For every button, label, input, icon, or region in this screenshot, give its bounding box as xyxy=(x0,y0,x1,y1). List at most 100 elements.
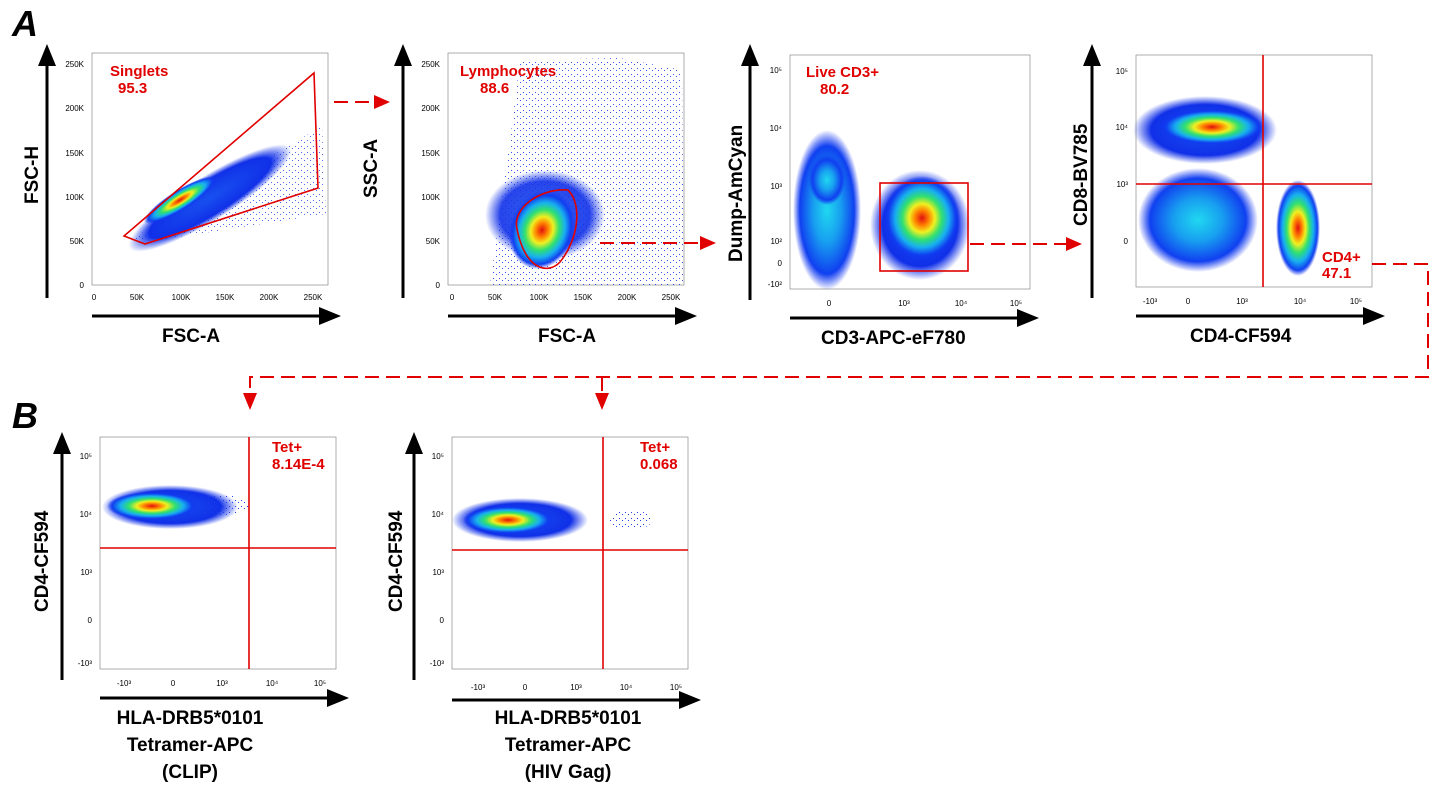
x-tick: 10⁴ xyxy=(1294,297,1307,306)
gate-name: Singlets xyxy=(110,63,168,80)
x-tick: 50K xyxy=(488,293,503,302)
y-tick: 50K xyxy=(426,237,441,246)
x-tick: 200K xyxy=(618,293,637,302)
x-tick: 10⁵ xyxy=(670,683,682,692)
x-tick: 0 xyxy=(827,299,832,308)
y-tick: 0 xyxy=(436,281,441,290)
gate-name: CD4+ xyxy=(1322,249,1361,266)
plot-live-cd3: Live CD3+ 80.2 -10² 0 10² 10³ 10⁴ 10⁵ 0 … xyxy=(726,44,1039,349)
y-tick: 0 xyxy=(440,616,445,625)
singlets-gate xyxy=(122,71,319,245)
x-tick: 0 xyxy=(1186,297,1191,306)
event-density-cd4-core xyxy=(1276,180,1320,276)
x-axis-title-line2: Tetramer-APC xyxy=(505,735,632,756)
x-tick: 200K xyxy=(260,293,279,302)
x-tick: 0 xyxy=(450,293,455,302)
x-axis-title: FSC-A xyxy=(162,326,220,347)
y-tick: 0 xyxy=(778,259,783,268)
event-density-core xyxy=(884,176,960,260)
y-axis-arrowhead xyxy=(405,432,423,454)
x-tick: -10³ xyxy=(117,679,132,688)
lymphocytes-gate xyxy=(515,189,578,270)
y-tick: 200K xyxy=(421,104,440,113)
x-tick: 10⁵ xyxy=(314,679,326,688)
y-tick: 10³ xyxy=(80,568,92,577)
x-tick-labels: 0 50K 100K 150K 200K 250K xyxy=(450,293,681,302)
y-tick: 10³ xyxy=(432,568,444,577)
y-tick: 150K xyxy=(65,149,84,158)
y-tick: 0 xyxy=(1124,237,1129,246)
event-density-core xyxy=(143,176,217,224)
x-tick: 150K xyxy=(574,293,593,302)
plot-frame xyxy=(451,436,689,670)
gate-name: Tet+ xyxy=(640,439,670,456)
x-tick: 0 xyxy=(92,293,97,302)
x-tick: 0 xyxy=(171,679,176,688)
y-axis-title: SSC-A xyxy=(361,139,382,198)
y-tick: 50K xyxy=(70,237,85,246)
y-tick-labels: -10³ 0 10³ 10⁴ 10⁵ xyxy=(430,452,445,668)
gate-value: 80.2 xyxy=(820,81,849,98)
y-tick: 10⁵ xyxy=(770,66,782,75)
y-axis-arrowhead xyxy=(38,44,56,66)
x-axis-arrowhead xyxy=(1363,307,1385,325)
event-density-dump-core xyxy=(809,155,845,205)
y-axis-arrowhead xyxy=(1083,44,1101,66)
x-tick: 10³ xyxy=(216,679,228,688)
x-axis-title: CD3-APC-eF780 xyxy=(821,328,966,349)
gate-flow-arrowhead xyxy=(595,393,609,410)
y-axis-arrowhead xyxy=(394,44,412,66)
y-tick: 10³ xyxy=(1116,180,1128,189)
x-tick: 10⁴ xyxy=(266,679,279,688)
gate-flow-arrowhead xyxy=(1066,237,1082,251)
event-density xyxy=(128,144,292,252)
x-tick: 10⁴ xyxy=(955,299,968,308)
y-tick: 250K xyxy=(65,60,84,69)
x-axis-arrowhead xyxy=(319,307,341,325)
x-tick: 10⁵ xyxy=(1350,297,1362,306)
y-tick: 0 xyxy=(80,281,85,290)
y-tick-labels: -10³ 0 10³ 10⁴ 10⁵ xyxy=(78,452,93,668)
y-tick-labels: -10² 0 10² 10³ 10⁴ 10⁵ xyxy=(768,66,783,289)
y-tick: 10⁵ xyxy=(432,452,444,461)
event-density-dump xyxy=(793,130,861,290)
x-tick: 250K xyxy=(662,293,681,302)
y-tick: 10⁴ xyxy=(432,510,445,519)
y-tick-labels: 0 50K 100K 150K 200K 250K xyxy=(421,60,440,290)
x-tick: -10³ xyxy=(471,683,486,692)
event-density-cd8-core xyxy=(1160,109,1264,145)
x-tick: 10³ xyxy=(898,299,910,308)
y-tick: 10⁴ xyxy=(80,510,93,519)
gate-flow-line xyxy=(249,263,1429,392)
gate-value: 88.6 xyxy=(480,80,509,97)
x-axis-arrowhead xyxy=(1017,309,1039,327)
x-axis-title-line1: HLA-DRB5*0101 xyxy=(495,708,642,729)
live-cd3-gate xyxy=(879,182,969,272)
event-scatter-tet xyxy=(608,510,652,530)
y-tick: 250K xyxy=(421,60,440,69)
y-axis-title: CD4-CF594 xyxy=(386,510,407,612)
event-density-core xyxy=(508,190,576,270)
panel-letter-a: A xyxy=(11,3,38,44)
x-axis-arrowhead xyxy=(675,307,697,325)
gate-name: Tet+ xyxy=(272,439,302,456)
event-density-dn xyxy=(1138,168,1258,272)
x-tick: -10³ xyxy=(1143,297,1158,306)
x-tick: 100K xyxy=(172,293,191,302)
y-tick: -10³ xyxy=(430,659,445,668)
x-axis-arrowhead xyxy=(679,691,701,709)
x-tick: 250K xyxy=(304,293,323,302)
x-tick: 10⁴ xyxy=(620,683,633,692)
gate-value: 8.14E-4 xyxy=(272,456,325,473)
gate-flow-arrowhead xyxy=(243,393,257,410)
gate-flow-arrowhead xyxy=(700,236,716,250)
x-tick: 10³ xyxy=(570,683,582,692)
plot-frame xyxy=(99,436,337,670)
plot-tetramer-clip: Tet+ 8.14E-4 -10³ 0 10³ 10⁴ 10⁵ -10³ 0 1… xyxy=(32,432,349,783)
x-tick: 10⁵ xyxy=(1010,299,1022,308)
y-axis-arrowhead xyxy=(741,44,759,66)
x-tick-labels: 0 50K 100K 150K 200K 250K xyxy=(92,293,323,302)
x-tick: 100K xyxy=(530,293,549,302)
panel-letter-b: B xyxy=(12,395,38,436)
